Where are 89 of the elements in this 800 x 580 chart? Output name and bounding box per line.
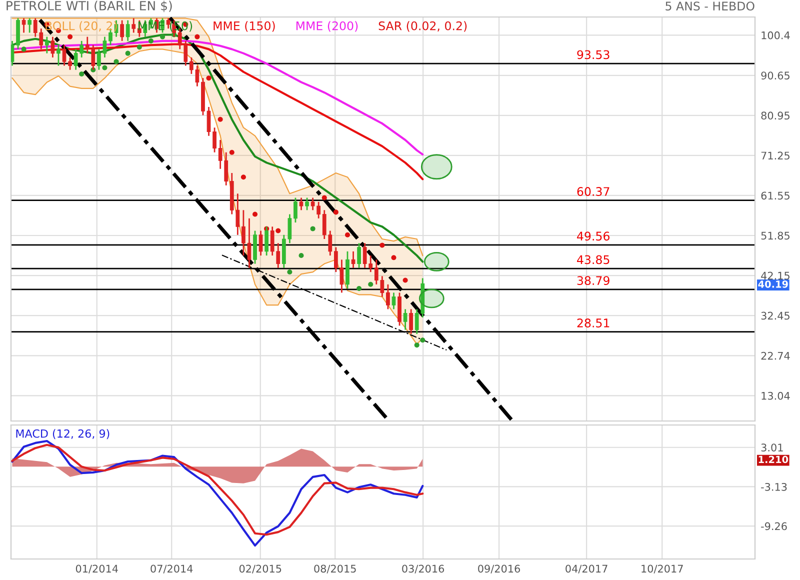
candlestick <box>299 197 304 211</box>
y-tick-label: -3.13 <box>761 482 787 491</box>
point <box>68 34 73 40</box>
candlestick <box>68 56 72 71</box>
candlestick <box>403 308 408 330</box>
candlestick <box>166 18 170 30</box>
point <box>402 278 408 283</box>
point <box>102 65 108 70</box>
point <box>276 228 281 234</box>
ref-line-label: 38.79 <box>577 276 610 286</box>
y-tick-label: 32.45 <box>761 312 790 320</box>
y-tick-label: 42.15 <box>761 272 790 280</box>
candlestick <box>126 20 130 42</box>
y-tick-label: 71.25 <box>761 152 790 160</box>
text: 40.19 <box>758 280 788 288</box>
y-tick-label: 80.95 <box>761 112 790 120</box>
x-tick-label: 03/2016 <box>402 564 444 574</box>
point <box>136 44 142 50</box>
candlestick <box>206 106 211 137</box>
candlestick <box>44 36 49 54</box>
y-tick-label: 90.65 <box>761 72 790 80</box>
ref-line-label: 93.53 <box>577 50 610 60</box>
candlestick <box>392 292 396 310</box>
point <box>356 286 362 292</box>
x-tick-label: 08/2015 <box>314 564 356 574</box>
x-tick-label: 07/2014 <box>150 564 193 574</box>
candlestick <box>247 218 252 269</box>
ref-line-label: 60.37 <box>577 187 610 196</box>
point <box>125 50 130 56</box>
series-label: MME (150) <box>214 21 275 32</box>
chart-title: PETROLE WTI (BARIL EN $) <box>6 0 172 12</box>
candlestick <box>386 284 390 310</box>
point <box>148 38 154 44</box>
point <box>252 212 258 217</box>
candlestick <box>28 18 32 34</box>
ref-line-label: 49.56 <box>577 232 610 241</box>
point <box>310 226 316 232</box>
point <box>229 150 234 155</box>
x-tick-label: 04/2017 <box>566 564 608 574</box>
point <box>21 46 26 52</box>
chart-title: MACD (12, 26, 9) <box>16 429 110 440</box>
chart-subtitle: 5 ANS - HEBDO <box>666 2 754 11</box>
x-tick-label: 02/2015 <box>239 564 282 574</box>
candlestick <box>11 40 14 66</box>
x-tick-label: 01/2014 <box>76 564 118 574</box>
point <box>333 210 338 215</box>
point <box>287 270 292 275</box>
candlestick <box>294 197 298 224</box>
x-tick-label: 09/2016 <box>478 564 520 574</box>
y-tick-label: 51.85 <box>761 232 790 240</box>
candlestick <box>120 20 124 42</box>
candlestick <box>305 197 309 211</box>
point <box>240 174 246 180</box>
point <box>79 71 84 76</box>
text: SAR (0.02, 0.2) <box>378 21 467 32</box>
text: MME (200) <box>296 21 358 32</box>
text: 1.210 <box>758 456 788 464</box>
point <box>298 253 304 258</box>
y-tick-label: 13.04 <box>762 392 790 400</box>
candlestick <box>56 44 60 66</box>
point <box>206 76 212 81</box>
candlestick <box>409 308 414 335</box>
point <box>114 59 119 64</box>
point <box>194 34 200 40</box>
point <box>380 242 385 248</box>
candlestick <box>258 230 263 256</box>
point <box>368 282 374 287</box>
point <box>218 116 223 122</box>
candlestick <box>50 36 55 58</box>
ref-line-label: 43.85 <box>577 255 610 264</box>
point <box>322 195 327 200</box>
y-tick-label: 3.01 <box>761 444 783 452</box>
point <box>160 34 166 40</box>
point <box>391 255 396 260</box>
candlestick <box>242 209 246 256</box>
y-tick-label: 100.4 <box>762 31 790 40</box>
candlestick <box>22 18 26 34</box>
y-tick-label: -9.26 <box>761 522 787 530</box>
x-tick-label: 10/2017 <box>642 564 683 574</box>
y-tick-label: 22.74 <box>761 352 790 360</box>
point <box>344 232 350 238</box>
y-tick-label: 61.55 <box>761 192 790 200</box>
candlestick <box>132 18 136 34</box>
point <box>420 338 426 343</box>
candlestick <box>357 242 361 269</box>
candlestick <box>212 126 216 154</box>
point <box>414 342 420 348</box>
ref-line-label: 28.51 <box>577 318 610 328</box>
candlestick <box>62 44 66 66</box>
